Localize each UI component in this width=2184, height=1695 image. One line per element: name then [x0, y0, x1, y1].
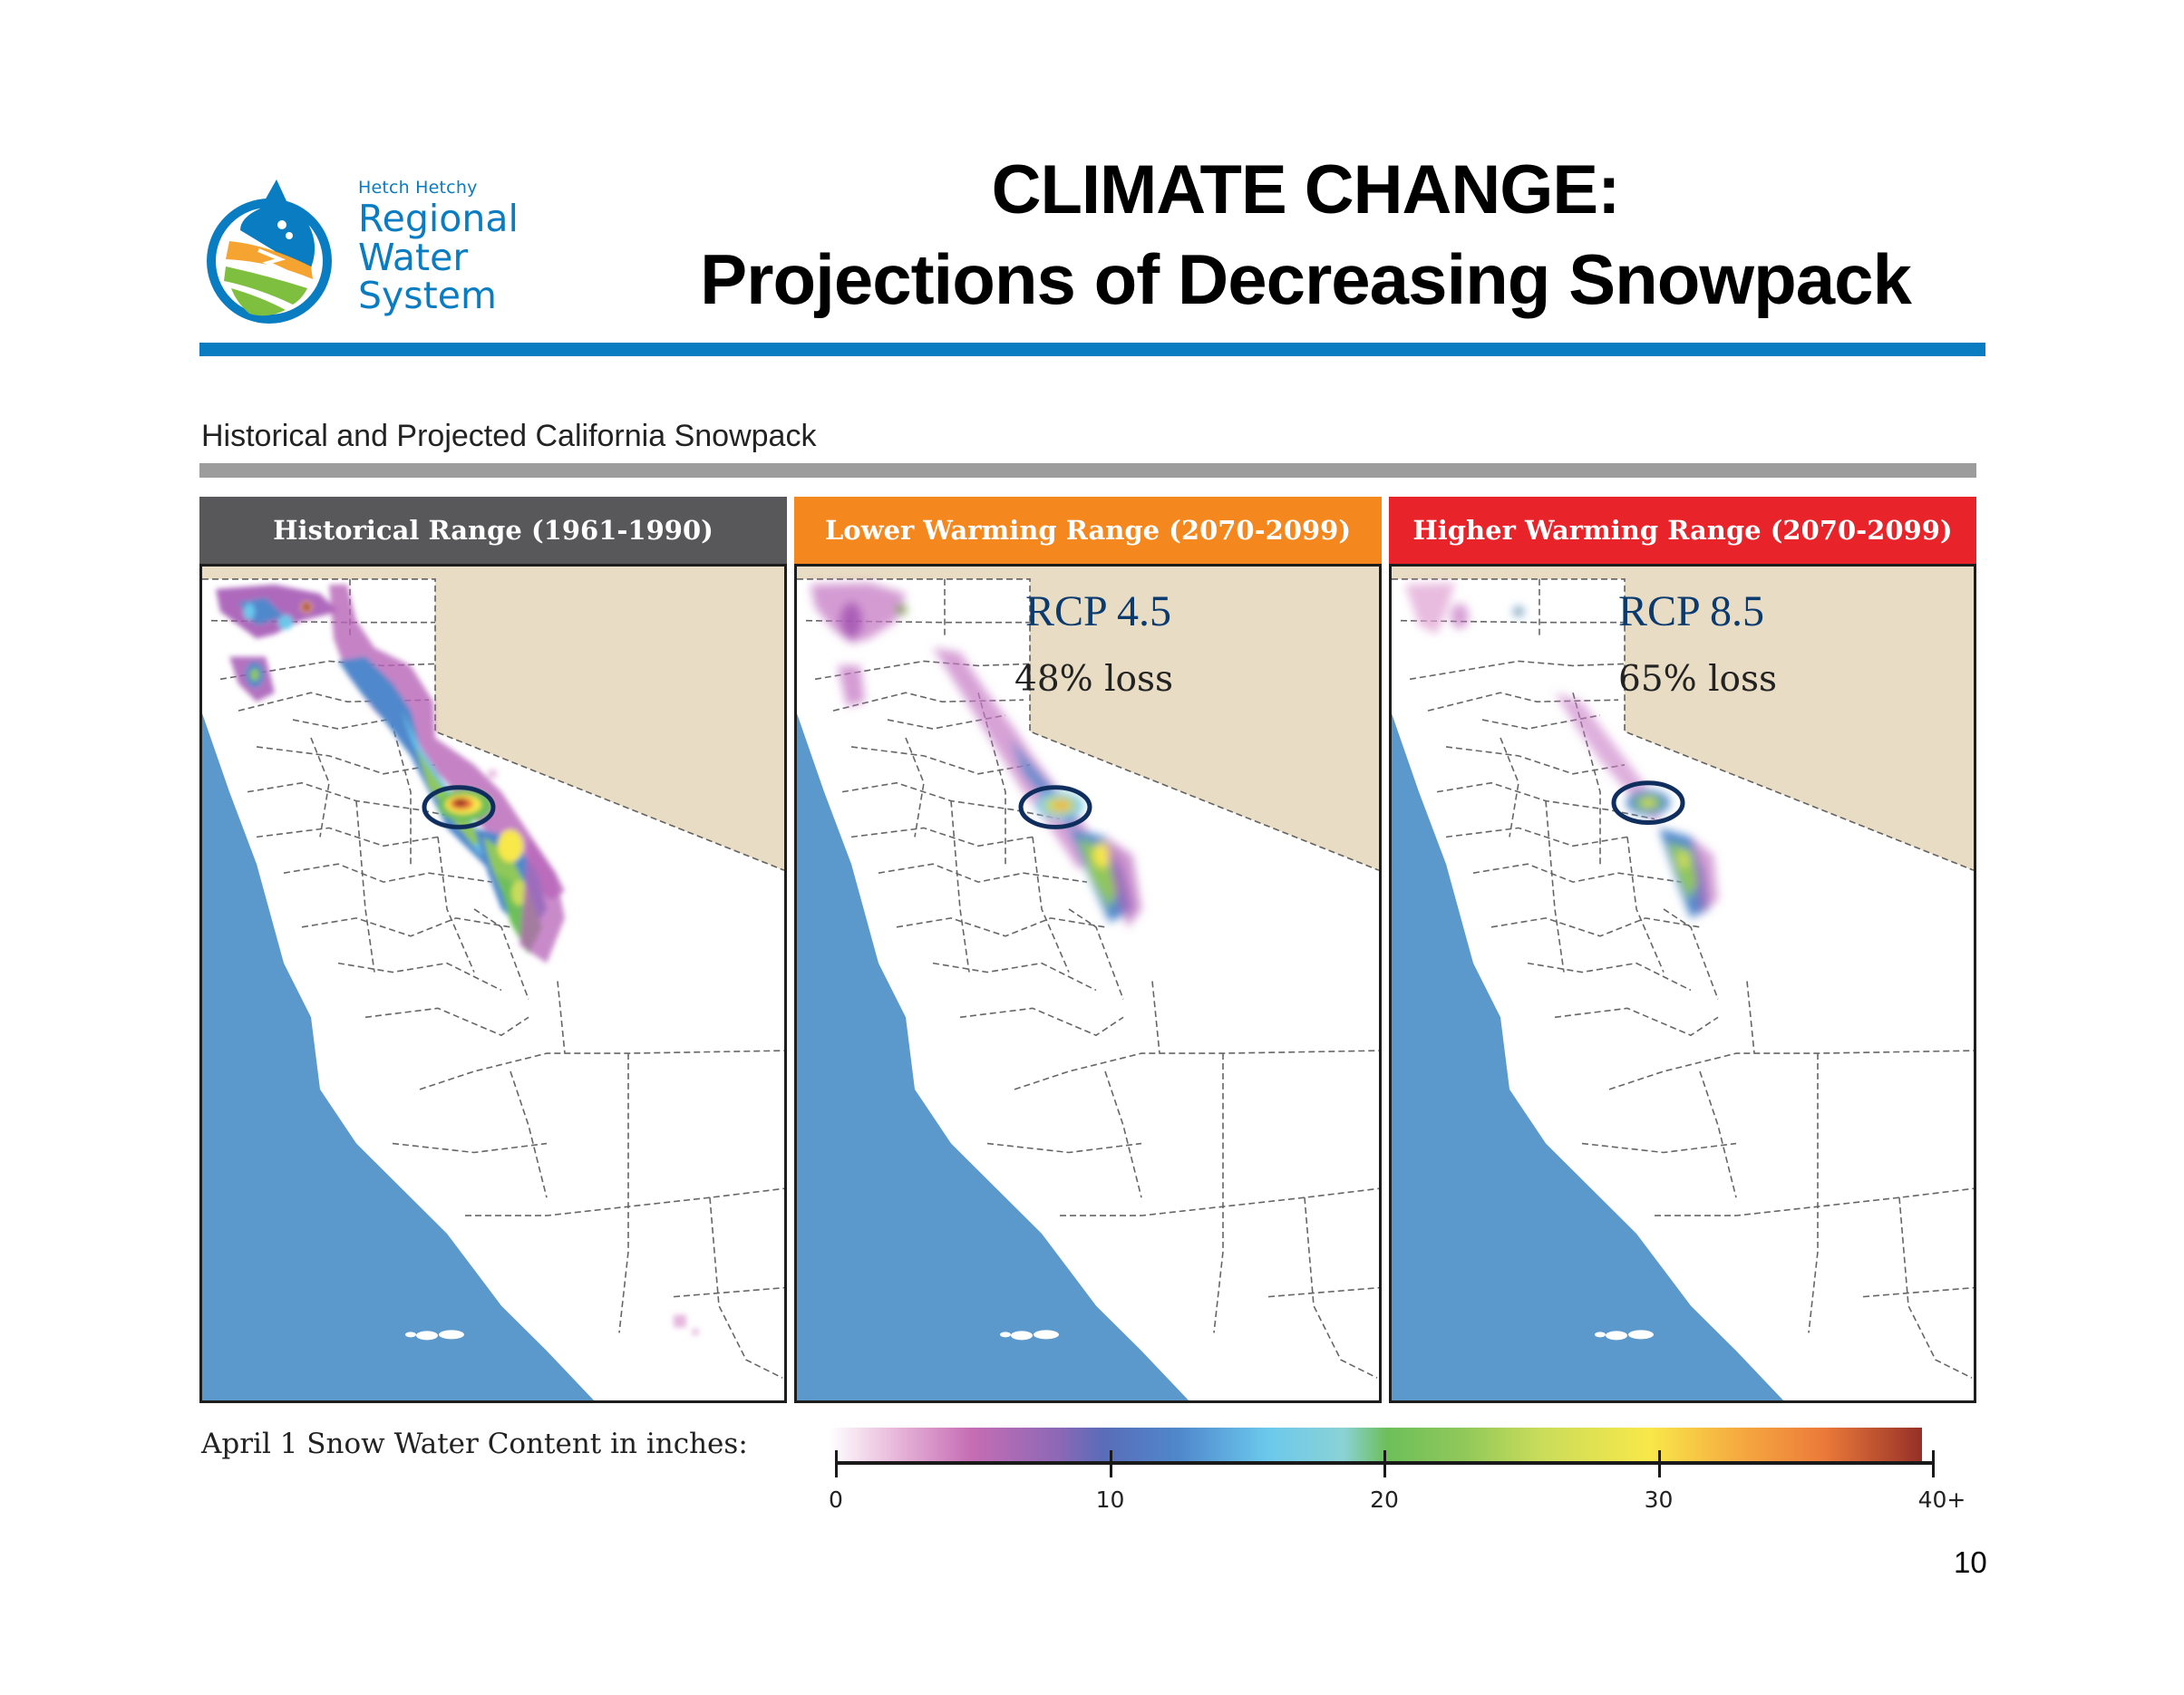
scenario-label: RCP 8.5: [1618, 587, 1764, 635]
snowpack-historical: [216, 584, 699, 1336]
colorbar-tick-label: 20: [1370, 1487, 1399, 1513]
scenario-label: RCP 4.5: [1025, 587, 1171, 635]
colorbar-tick: [1657, 1450, 1661, 1477]
map-lower-warming: RCP 4.5 48% loss: [794, 564, 1382, 1403]
logo-org-small: Hetch Hetchy: [358, 178, 478, 198]
colorbar-tick-label: 40+: [1917, 1487, 1966, 1513]
colorbar: [830, 1428, 1922, 1462]
page-title-line-2: Projections of Decreasing Snowpack: [700, 239, 1912, 319]
map-higher-warming: RCP 8.5 65% loss: [1389, 564, 1976, 1403]
title-divider: [199, 343, 1985, 356]
colorbar-tick-label: 30: [1644, 1487, 1674, 1513]
panel-lower-warming: Lower Warming Range (2070-2099): [794, 497, 1382, 1403]
snowpack-lower-warming: [811, 582, 1141, 927]
page-number: 10: [1954, 1545, 1987, 1579]
logo-line-water: Water: [358, 236, 469, 279]
hetch-hetchy-highlight-circle: [1611, 780, 1685, 825]
panel-higher-warming: Higher Warming Range (2070-2099) RCP 8.5…: [1389, 497, 1976, 1403]
hetch-hetchy-logo-icon: [207, 179, 332, 324]
panel-historical: Historical Range (1961-1990): [199, 497, 787, 1403]
panel-header-higher-warming: Higher Warming Range (2070-2099): [1389, 497, 1976, 564]
section-title: Historical and Projected California Snow…: [201, 419, 817, 453]
colorbar-tick: [1932, 1450, 1935, 1477]
loss-label: 48% loss: [1014, 659, 1174, 700]
snowpack-higher-warming: [1405, 582, 1718, 918]
colorbar-tick: [1109, 1450, 1112, 1477]
colorbar-tick: [1383, 1450, 1386, 1477]
loss-label: 65% loss: [1618, 659, 1778, 700]
page-title-line-1: CLIMATE CHANGE:: [991, 151, 1621, 228]
colorbar-tick-label: 0: [829, 1487, 843, 1513]
section-divider: [199, 463, 1976, 478]
panel-header-historical: Historical Range (1961-1990): [199, 497, 787, 564]
logo-line-system: System: [358, 274, 497, 317]
logo-line-regional: Regional: [358, 197, 519, 240]
legend-label: April 1 Snow Water Content in inches:: [201, 1428, 748, 1460]
map-historical: [199, 564, 787, 1403]
colorbar-tick-label: 10: [1095, 1487, 1125, 1513]
panel-header-lower-warming: Lower Warming Range (2070-2099): [794, 497, 1382, 564]
hetch-hetchy-highlight-circle: [422, 785, 496, 829]
hetch-hetchy-highlight-circle: [1018, 785, 1092, 829]
colorbar-tick: [835, 1450, 838, 1477]
